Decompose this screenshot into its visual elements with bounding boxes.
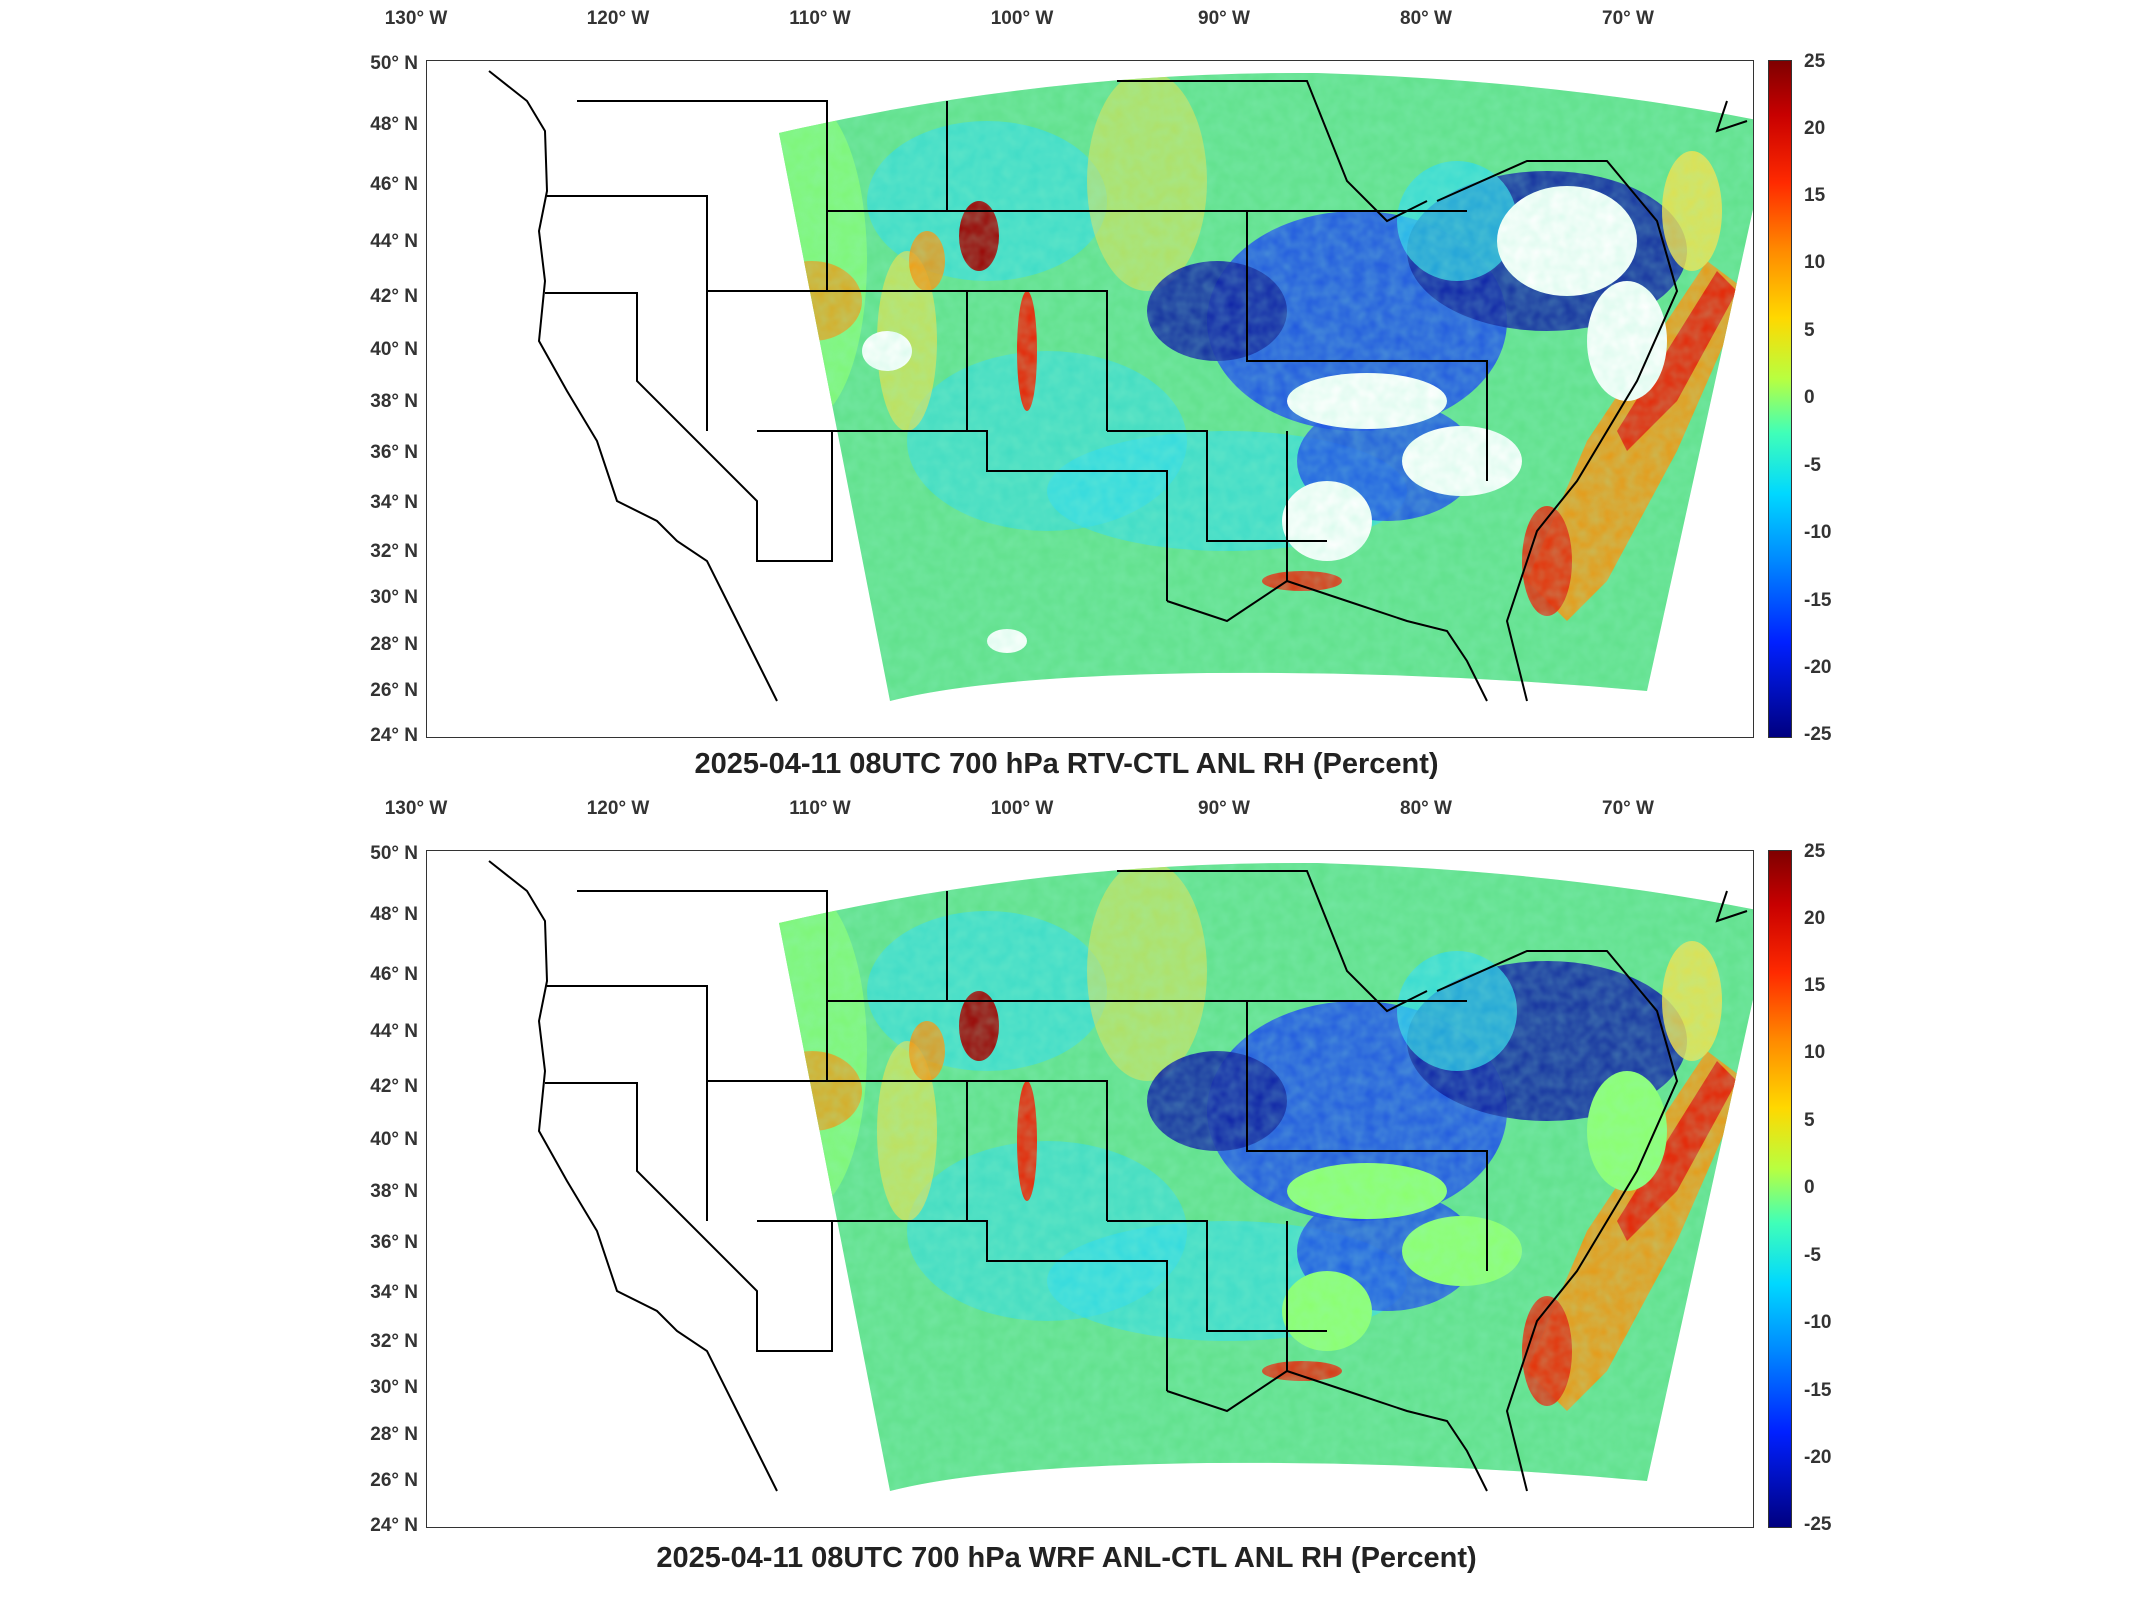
lat-label: 46° N	[370, 964, 418, 985]
colorbar-tick: -10	[1804, 1312, 1832, 1333]
lon-label: 90° W	[1198, 8, 1250, 29]
lat-label: 24° N	[370, 725, 418, 746]
colorbar-tick: 25	[1804, 841, 1826, 862]
colorbar-tick: -25	[1804, 1514, 1832, 1535]
colorbar-tick: -20	[1804, 657, 1832, 678]
lon-label: 70° W	[1602, 798, 1654, 819]
colorbar-tick: -25	[1804, 724, 1832, 745]
lat-label: 24° N	[370, 1515, 418, 1536]
lon-label: 110° W	[789, 798, 851, 819]
lat-label: 44° N	[370, 1021, 418, 1042]
panel-wrf-anl-ctl: 130° W 120° W 110° W 100° W 90° W 80° W …	[0, 790, 2133, 1600]
colorbar-tick: -10	[1804, 522, 1832, 543]
map-rtv-ctl	[426, 60, 1754, 738]
lat-label: 40° N	[370, 1129, 418, 1150]
colorbar-tick: -15	[1804, 590, 1832, 611]
lat-label: 36° N	[370, 442, 418, 463]
colorbar-tick: 25	[1804, 51, 1826, 72]
colorbar-tick: 15	[1804, 185, 1826, 206]
lat-label: 36° N	[370, 1232, 418, 1253]
map-wrf-anl-ctl	[426, 850, 1754, 1528]
colorbar-tick: -15	[1804, 1380, 1832, 1401]
lon-label: 80° W	[1400, 798, 1452, 819]
colorbar-tick: 10	[1804, 1042, 1826, 1063]
lat-label: 48° N	[370, 904, 418, 925]
lat-label: 28° N	[370, 634, 418, 655]
lat-label: 50° N	[370, 53, 418, 74]
rh-field	[779, 72, 1753, 701]
lat-label: 42° N	[370, 1076, 418, 1097]
lat-label: 34° N	[370, 1282, 418, 1303]
map-svg	[488, 860, 1753, 1492]
lon-label: 100° W	[990, 798, 1054, 819]
panel-title: 2025-04-11 08UTC 700 hPa WRF ANL-CTL ANL…	[656, 1542, 1477, 1574]
lat-label: 38° N	[370, 1181, 418, 1202]
colorbar-tick: -5	[1804, 455, 1821, 476]
panel-rtv-ctl: 130° W 120° W 110° W 100° W 90° W 80° W …	[0, 0, 2133, 790]
panel-title: 2025-04-11 08UTC 700 hPa RTV-CTL ANL RH …	[694, 748, 1439, 780]
colorbar-tick: 0	[1804, 387, 1815, 408]
colorbar-tick: 0	[1804, 1177, 1815, 1198]
colorbar	[1768, 850, 1792, 1528]
lat-label: 44° N	[370, 231, 418, 252]
lat-label: 42° N	[370, 286, 418, 307]
lat-label: 48° N	[370, 114, 418, 135]
lat-label: 26° N	[370, 1470, 418, 1491]
lon-label: 120° W	[586, 798, 650, 819]
colorbar-tick: 20	[1804, 118, 1826, 139]
colorbar-tick: 5	[1804, 1110, 1815, 1131]
lon-label: 110° W	[789, 8, 851, 29]
colorbar	[1768, 60, 1792, 738]
colorbar-tick: -20	[1804, 1447, 1832, 1468]
lat-label: 30° N	[370, 1377, 418, 1398]
lat-label: 46° N	[370, 174, 418, 195]
map-svg	[488, 70, 1753, 702]
lat-label: 30° N	[370, 587, 418, 608]
colorbar-tick: -5	[1804, 1245, 1821, 1266]
lat-label: 38° N	[370, 391, 418, 412]
lat-label: 40° N	[370, 339, 418, 360]
lon-label: 80° W	[1400, 8, 1452, 29]
lat-label: 32° N	[370, 541, 418, 562]
lat-label: 34° N	[370, 492, 418, 513]
map-boundaries	[488, 860, 1748, 1492]
lon-label: 130° W	[384, 8, 448, 29]
colorbar-tick: 15	[1804, 975, 1826, 996]
map-boundaries	[488, 70, 1748, 702]
lon-label: 90° W	[1198, 798, 1250, 819]
lat-label: 26° N	[370, 680, 418, 701]
lat-label: 50° N	[370, 843, 418, 864]
lon-label: 130° W	[384, 798, 448, 819]
colorbar-tick: 10	[1804, 252, 1826, 273]
lat-label: 28° N	[370, 1424, 418, 1445]
colorbar-tick: 5	[1804, 320, 1815, 341]
lon-label: 100° W	[990, 8, 1054, 29]
lon-label: 70° W	[1602, 8, 1654, 29]
colorbar-tick: 20	[1804, 908, 1826, 929]
rh-field	[779, 862, 1753, 1491]
lat-label: 32° N	[370, 1331, 418, 1352]
lon-label: 120° W	[586, 8, 650, 29]
